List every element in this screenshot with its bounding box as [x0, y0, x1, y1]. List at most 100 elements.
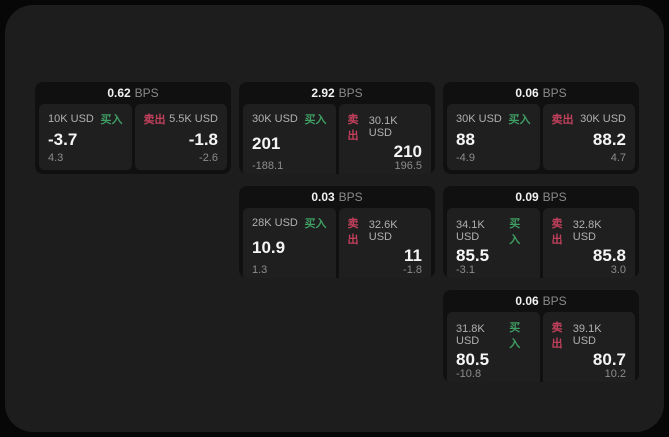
sell-pane[interactable]: 卖出 30K USD 88.2 4.7	[542, 104, 635, 170]
bps-value: 2.92	[311, 86, 335, 100]
sell-pane[interactable]: 卖出 32.8K USD 85.8 3.0	[542, 208, 635, 278]
card-body: 30K USD 买入 88 -4.9 卖出 30K USD 88.2 4.7	[443, 104, 639, 174]
bps-header: 2.92 BPS	[239, 82, 435, 104]
bps-header: 0.62 BPS	[35, 82, 231, 104]
buy-pane-top: 34.1K USD 买入	[456, 215, 531, 247]
buy-pane-top: 28K USD 买入	[252, 215, 327, 231]
quote-card[interactable]: 2.92 BPS 30K USD 买入 201 -188.1 卖出 30.1K …	[239, 82, 435, 174]
buy-tag: 买入	[100, 114, 123, 126]
bps-unit-label: BPS	[338, 86, 363, 100]
buy-price: -3.7	[48, 130, 78, 149]
bps-header: 0.03 BPS	[239, 186, 435, 208]
buy-amount: 31.8K USD	[456, 323, 485, 347]
sell-amount: 32.8K USD	[572, 219, 602, 243]
buy-pane[interactable]: 30K USD 买入 201 -188.1	[243, 104, 336, 174]
sell-price: -1.8	[188, 130, 218, 149]
card-body: 30K USD 买入 201 -188.1 卖出 30.1K USD 210 1…	[239, 104, 435, 174]
sell-pane[interactable]: 卖出 5.5K USD -1.8 -2.6	[134, 104, 227, 170]
quote-card[interactable]: 0.03 BPS 28K USD 买入 10.9 1.3 卖出 32.6K US…	[239, 186, 435, 278]
buy-tag: 买入	[509, 218, 521, 246]
bps-header: 0.06 BPS	[443, 290, 639, 312]
buy-pane-top: 30K USD 买入	[456, 111, 531, 127]
sell-sub-value: 3.0	[610, 264, 626, 276]
sell-price: 85.8	[592, 246, 626, 265]
sell-amount: 5.5K USD	[169, 113, 218, 125]
bps-unit-label: BPS	[542, 294, 567, 308]
buy-price: 80.5	[456, 350, 490, 369]
sell-price: 88.2	[592, 130, 626, 149]
bps-header: 0.06 BPS	[443, 82, 639, 104]
sell-pane-top: 卖出 39.1K USD	[552, 319, 627, 351]
sell-amount: 30K USD	[580, 113, 626, 125]
sell-sub-value: 4.7	[610, 152, 626, 164]
bps-unit-label: BPS	[134, 86, 159, 100]
card-body: 28K USD 买入 10.9 1.3 卖出 32.6K USD 11 -1.8	[239, 208, 435, 278]
buy-amount: 30K USD	[252, 113, 298, 125]
sell-tag: 卖出	[347, 114, 359, 142]
bps-value: 0.03	[311, 190, 335, 204]
bps-value: 0.09	[515, 190, 539, 204]
sell-tag: 卖出	[551, 218, 563, 246]
buy-pane[interactable]: 10K USD 买入 -3.7 4.3	[39, 104, 132, 170]
buy-sub-value: 1.3	[252, 264, 268, 276]
buy-amount: 34.1K USD	[456, 219, 485, 243]
sell-pane-top: 卖出 5.5K USD	[144, 111, 219, 127]
buy-pane[interactable]: 31.8K USD 买入 80.5 -10.8	[447, 312, 540, 382]
sell-amount: 30.1K USD	[368, 115, 398, 139]
buy-price: 201	[252, 134, 281, 153]
sell-pane-top: 卖出 32.6K USD	[348, 215, 423, 247]
sell-pane-top: 卖出 30.1K USD	[348, 111, 423, 143]
buy-tag: 买入	[508, 114, 531, 126]
buy-pane[interactable]: 28K USD 买入 10.9 1.3	[243, 208, 336, 278]
buy-price: 10.9	[252, 238, 286, 257]
buy-sub-value: -188.1	[252, 160, 284, 172]
sell-tag: 卖出	[347, 218, 359, 246]
buy-pane[interactable]: 30K USD 买入 88 -4.9	[447, 104, 540, 170]
buy-tag: 买入	[304, 218, 327, 230]
sell-pane[interactable]: 卖出 32.6K USD 11 -1.8	[338, 208, 431, 278]
buy-pane-top: 31.8K USD 买入	[456, 319, 531, 351]
buy-sub-value: -4.9	[456, 152, 475, 164]
bps-value: 0.06	[515, 294, 539, 308]
buy-amount: 28K USD	[252, 217, 298, 229]
card-body: 34.1K USD 买入 85.5 -3.1 卖出 32.8K USD 85.8…	[443, 208, 639, 278]
bps-value: 0.62	[107, 86, 131, 100]
quote-card[interactable]: 0.09 BPS 34.1K USD 买入 85.5 -3.1 卖出 32.8K…	[443, 186, 639, 278]
quote-card-grid: 0.62 BPS 10K USD 买入 -3.7 4.3 卖出 5.5K USD…	[35, 82, 639, 382]
sell-price: 210	[393, 142, 422, 161]
sell-price: 11	[404, 246, 422, 265]
sell-tag: 卖出	[551, 114, 574, 126]
sell-tag: 卖出	[143, 114, 166, 126]
buy-pane[interactable]: 34.1K USD 买入 85.5 -3.1	[447, 208, 540, 278]
sell-pane[interactable]: 卖出 39.1K USD 80.7 10.2	[542, 312, 635, 382]
bps-unit-label: BPS	[542, 190, 567, 204]
sell-sub-value: 10.2	[604, 368, 626, 380]
buy-pane-top: 10K USD 买入	[48, 111, 123, 127]
buy-sub-value: -3.1	[456, 264, 475, 276]
sell-sub-value: -2.6	[199, 152, 218, 164]
quote-card[interactable]: 0.06 BPS 30K USD 买入 88 -4.9 卖出 30K USD 8…	[443, 82, 639, 174]
bps-unit-label: BPS	[338, 190, 363, 204]
sell-amount: 32.6K USD	[368, 219, 398, 243]
sell-price: 80.7	[592, 350, 626, 369]
card-body: 10K USD 买入 -3.7 4.3 卖出 5.5K USD -1.8 -2.…	[35, 104, 231, 174]
card-body: 31.8K USD 买入 80.5 -10.8 卖出 39.1K USD 80.…	[443, 312, 639, 382]
buy-amount: 30K USD	[456, 113, 502, 125]
buy-price: 88	[456, 130, 475, 149]
buy-tag: 买入	[509, 322, 521, 350]
sell-sub-value: 196.5	[394, 160, 422, 172]
sell-pane-top: 卖出 32.8K USD	[552, 215, 627, 247]
buy-price: 85.5	[456, 246, 490, 265]
buy-sub-value: 4.3	[48, 152, 64, 164]
buy-tag: 买入	[304, 114, 327, 126]
quote-card[interactable]: 0.62 BPS 10K USD 买入 -3.7 4.3 卖出 5.5K USD…	[35, 82, 231, 174]
sell-tag: 卖出	[551, 322, 563, 350]
quote-card[interactable]: 0.06 BPS 31.8K USD 买入 80.5 -10.8 卖出 39.1…	[443, 290, 639, 382]
sell-pane-top: 卖出 30K USD	[552, 111, 627, 127]
buy-pane-top: 30K USD 买入	[252, 111, 327, 127]
bps-value: 0.06	[515, 86, 539, 100]
sell-sub-value: -1.8	[403, 264, 422, 276]
sell-pane[interactable]: 卖出 30.1K USD 210 196.5	[338, 104, 431, 174]
buy-amount: 10K USD	[48, 113, 94, 125]
bps-header: 0.09 BPS	[443, 186, 639, 208]
